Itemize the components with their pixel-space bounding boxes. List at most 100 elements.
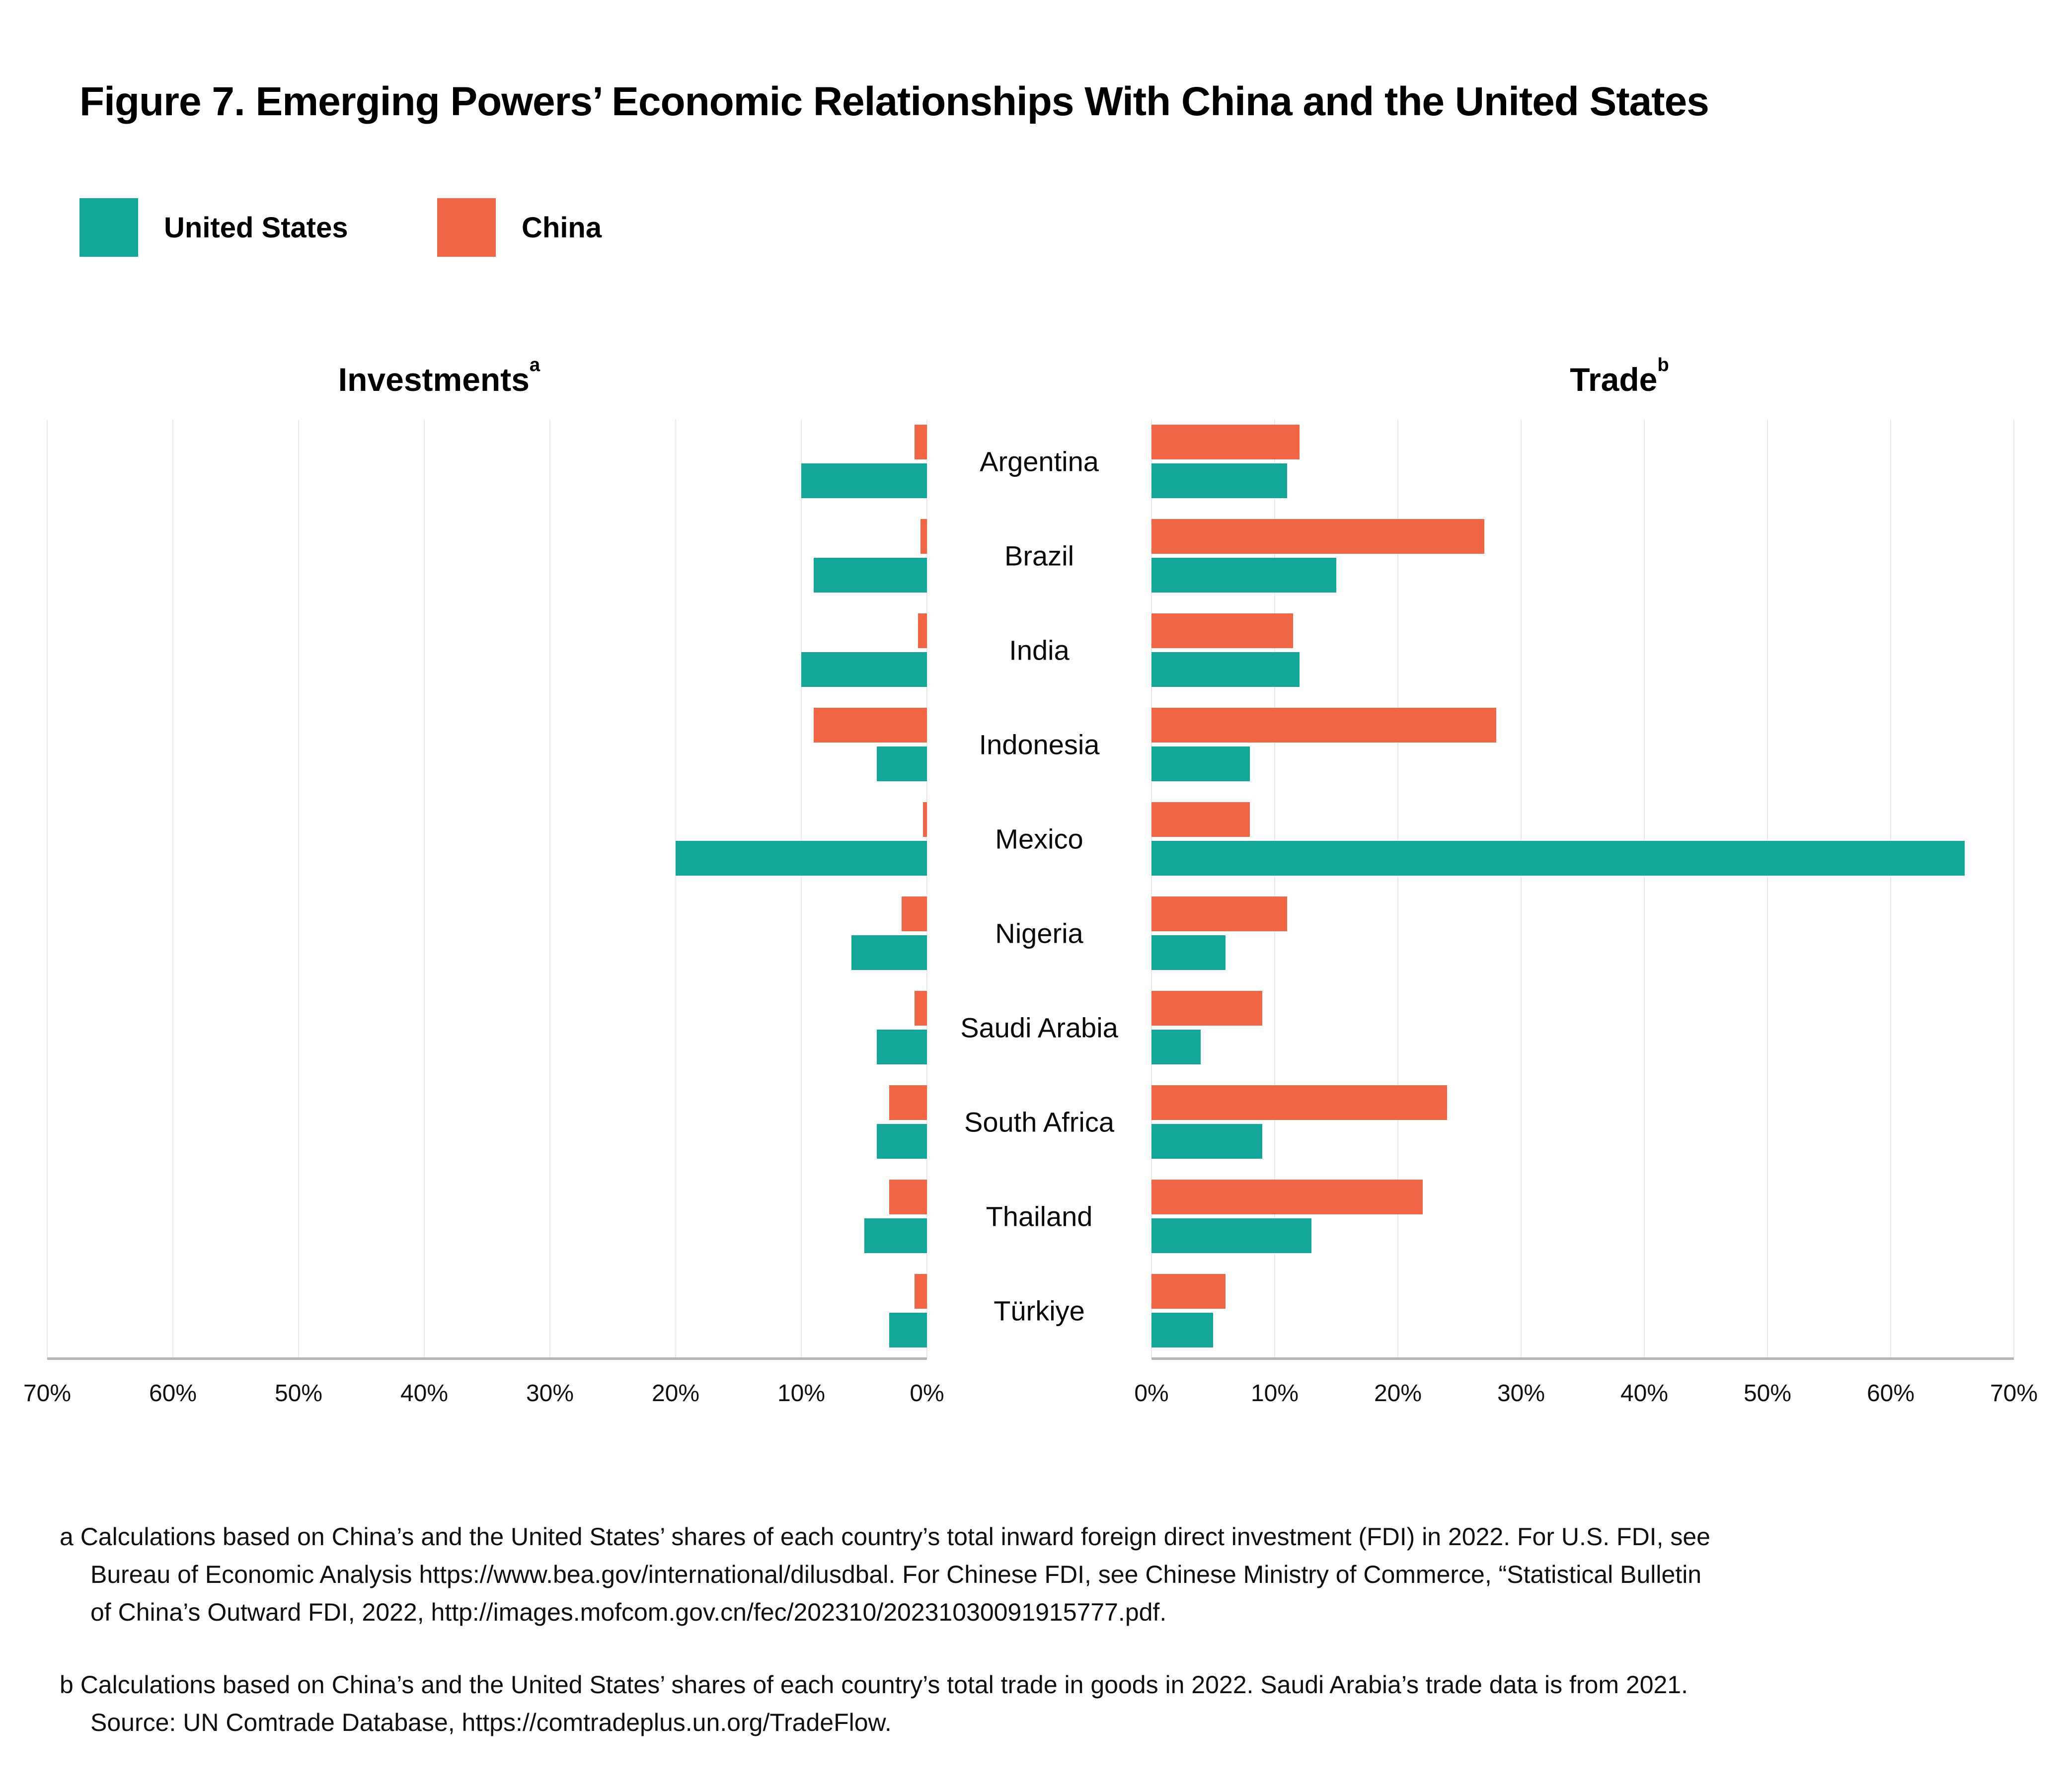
bar-trade-china-indonesia xyxy=(1151,708,1497,743)
bar-investments-china-argentina xyxy=(914,425,927,459)
bar-investments-china-india xyxy=(918,613,927,648)
bar-investments-china-saudi-arabia xyxy=(914,991,927,1026)
country-label-india: India xyxy=(1009,634,1070,666)
axis-tick-investments-20-: 20% xyxy=(651,1380,700,1407)
gridline-investments-60- xyxy=(172,420,173,1357)
bar-trade-china-south-africa xyxy=(1151,1085,1448,1120)
country-label-brazil: Brazil xyxy=(1004,540,1074,572)
legend-swatch-united-states xyxy=(79,198,138,257)
panel-header-trade: Tradeb xyxy=(1321,354,1917,398)
country-label-thailand: Thailand xyxy=(986,1200,1093,1232)
axis-tick-trade-10-: 10% xyxy=(1250,1380,1299,1407)
figure-title: Figure 7. Emerging Powers’ Economic Rela… xyxy=(79,79,1709,124)
bar-trade-china-t-rkiye xyxy=(1151,1274,1226,1309)
bar-investments-china-thailand xyxy=(889,1180,927,1214)
country-label-south-africa: South Africa xyxy=(964,1106,1114,1138)
axis-baseline-investments xyxy=(47,1357,927,1360)
gridline-trade-70- xyxy=(2013,420,2014,1357)
axis-tick-investments-50-: 50% xyxy=(274,1380,323,1407)
bar-investments-china-brazil xyxy=(920,519,927,554)
legend-label-united-states: United States xyxy=(164,211,348,244)
bar-investments-united-states-indonesia xyxy=(876,747,927,781)
bar-trade-china-argentina xyxy=(1151,425,1300,459)
country-label-nigeria: Nigeria xyxy=(995,917,1083,949)
axis-tick-trade-30-: 30% xyxy=(1497,1380,1545,1407)
panel-title-trade: Trade xyxy=(1570,361,1658,398)
bar-investments-united-states-nigeria xyxy=(851,935,927,970)
gridline-investments-0- xyxy=(926,420,927,1357)
bar-investments-united-states-india xyxy=(801,652,927,687)
bar-investments-united-states-t-rkiye xyxy=(889,1313,927,1347)
footnote-line: Bureau of Economic Analysis https://www.… xyxy=(90,1561,1702,1588)
bar-investments-china-t-rkiye xyxy=(914,1274,927,1309)
panel-footnote-marker-b: b xyxy=(1657,354,1669,375)
bar-trade-united-states-thailand xyxy=(1151,1218,1312,1253)
bar-investments-united-states-thailand xyxy=(864,1218,927,1253)
bar-trade-united-states-mexico xyxy=(1151,841,1965,876)
bar-investments-united-states-argentina xyxy=(801,463,927,498)
gridline-investments-20- xyxy=(675,420,676,1357)
axis-tick-trade-70-: 70% xyxy=(1990,1380,2038,1407)
gridline-trade-10- xyxy=(1274,420,1275,1357)
bar-trade-united-states-saudi-arabia xyxy=(1151,1030,1201,1064)
footnote-b: b Calculations based on China’s and the … xyxy=(60,1666,1688,1741)
axis-tick-investments-70-: 70% xyxy=(23,1380,72,1407)
gridline-investments-10- xyxy=(801,420,802,1357)
bar-investments-united-states-brazil xyxy=(814,558,927,593)
gridline-investments-50- xyxy=(298,420,299,1357)
bar-investments-united-states-saudi-arabia xyxy=(876,1030,927,1064)
axis-tick-trade-0-: 0% xyxy=(1134,1380,1169,1407)
country-label-argentina: Argentina xyxy=(980,446,1099,477)
country-label-indonesia: Indonesia xyxy=(979,729,1100,760)
gridline-investments-70- xyxy=(47,420,48,1357)
bar-trade-united-states-brazil xyxy=(1151,558,1336,593)
gridline-trade-50- xyxy=(1767,420,1768,1357)
country-label-t-rkiye: Türkiye xyxy=(994,1295,1085,1327)
bar-investments-china-nigeria xyxy=(902,896,927,931)
legend-label-china: China xyxy=(522,211,602,244)
axis-tick-trade-50-: 50% xyxy=(1743,1380,1792,1407)
legend-item-united-states: United States xyxy=(79,198,348,257)
country-label-saudi-arabia: Saudi Arabia xyxy=(960,1012,1118,1044)
legend-swatch-china xyxy=(437,198,496,257)
axis-tick-trade-20-: 20% xyxy=(1374,1380,1422,1407)
axis-tick-trade-60-: 60% xyxy=(1866,1380,1915,1407)
panel-footnote-marker-a: a xyxy=(529,354,540,375)
gridline-trade-0- xyxy=(1151,420,1152,1357)
bar-trade-united-states-indonesia xyxy=(1151,747,1250,781)
gridline-trade-40- xyxy=(1644,420,1645,1357)
gridline-trade-60- xyxy=(1890,420,1891,1357)
footnote-line: b Calculations based on China’s and the … xyxy=(60,1671,1688,1699)
axis-tick-investments-0-: 0% xyxy=(910,1380,944,1407)
axis-tick-trade-40-: 40% xyxy=(1620,1380,1669,1407)
bar-trade-united-states-nigeria xyxy=(1151,935,1226,970)
footnote-a: a Calculations based on China’s and the … xyxy=(60,1518,1710,1631)
gridline-investments-40- xyxy=(424,420,425,1357)
gridline-investments-30- xyxy=(549,420,550,1357)
bar-trade-china-mexico xyxy=(1151,802,1250,837)
bar-trade-united-states-argentina xyxy=(1151,463,1287,498)
panel-title-investments: Investments xyxy=(338,361,530,398)
legend-item-china: China xyxy=(437,198,602,257)
bar-trade-united-states-south-africa xyxy=(1151,1124,1263,1159)
bar-trade-china-india xyxy=(1151,613,1294,648)
axis-baseline-trade xyxy=(1151,1357,2014,1360)
bar-investments-china-mexico xyxy=(923,802,927,837)
gridline-trade-20- xyxy=(1397,420,1398,1357)
bar-investments-united-states-mexico xyxy=(676,841,927,876)
footnote-line: Source: UN Comtrade Database, https://co… xyxy=(90,1709,892,1736)
bar-trade-united-states-t-rkiye xyxy=(1151,1313,1213,1347)
legend: United States China xyxy=(79,198,1073,257)
gridline-trade-30- xyxy=(1521,420,1522,1357)
bar-investments-united-states-south-africa xyxy=(876,1124,927,1159)
axis-tick-investments-60-: 60% xyxy=(149,1380,197,1407)
bar-trade-china-brazil xyxy=(1151,519,1484,554)
axis-tick-investments-40-: 40% xyxy=(400,1380,449,1407)
bar-trade-china-nigeria xyxy=(1151,896,1287,931)
axis-tick-investments-30-: 30% xyxy=(526,1380,574,1407)
bar-trade-china-thailand xyxy=(1151,1180,1423,1214)
bar-investments-china-indonesia xyxy=(814,708,927,743)
bar-trade-china-saudi-arabia xyxy=(1151,991,1263,1026)
